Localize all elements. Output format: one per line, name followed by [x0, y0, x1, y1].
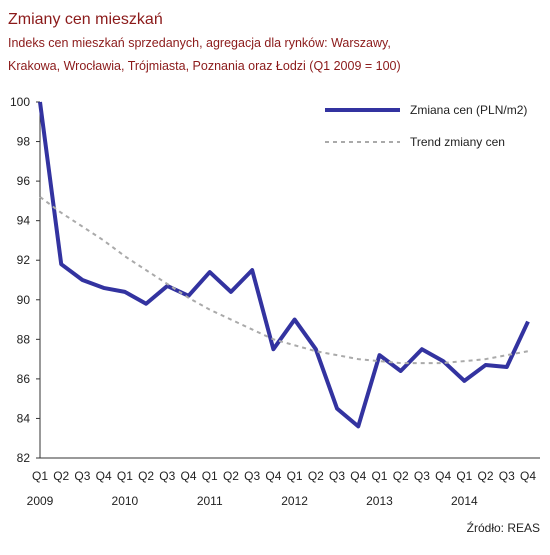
year-label: 2009 [27, 494, 54, 508]
x-tick-label: Q2 [138, 469, 154, 483]
x-tick-label: Q4 [520, 469, 536, 483]
year-label: 2013 [366, 494, 393, 508]
x-tick-label: Q1 [117, 469, 133, 483]
x-tick-label: Q1 [287, 469, 303, 483]
y-tick-label: 94 [17, 214, 31, 228]
series-line [38, 101, 530, 429]
year-label: 2014 [451, 494, 478, 508]
x-tick-label: Q3 [329, 469, 345, 483]
y-tick-label: 88 [17, 332, 31, 346]
x-tick-label: Q2 [53, 469, 69, 483]
chart-title: Zmiany cen mieszkań [8, 11, 163, 28]
x-tick-label: Q4 [265, 469, 281, 483]
x-tick-label: Q4 [96, 469, 112, 483]
legend-label: Zmiana cen (PLN/m2) [410, 103, 527, 117]
y-tick-label: 96 [17, 174, 31, 188]
x-tick-label: Q1 [371, 469, 387, 483]
x-tick-label: Q2 [393, 469, 409, 483]
series-line [39, 196, 529, 365]
subtitle: Krakowa, Wrocławia, Trójmiasta, Poznania… [8, 59, 401, 73]
y-tick-label: 82 [17, 451, 31, 465]
subtitle: Indeks cen mieszkań sprzedanych, agregac… [8, 36, 391, 50]
y-tick-label: 90 [17, 293, 31, 307]
x-tick-label: Q1 [32, 469, 48, 483]
y-tick-label: 84 [17, 411, 31, 425]
y-tick-label: 98 [17, 135, 31, 149]
x-tick-label: Q4 [350, 469, 366, 483]
y-tick-label: 86 [17, 372, 31, 386]
x-tick-label: Q3 [244, 469, 260, 483]
year-label: 2011 [197, 494, 223, 508]
x-tick-label: Q2 [308, 469, 324, 483]
x-tick-label: Q1 [202, 469, 218, 483]
x-tick-label: Q2 [223, 469, 239, 483]
year-label: 2010 [112, 494, 139, 508]
x-tick-label: Q3 [499, 469, 515, 483]
y-tick-label: 92 [17, 253, 31, 267]
x-tick-label: Q3 [74, 469, 90, 483]
x-tick-label: Q4 [181, 469, 197, 483]
x-tick-label: Q3 [414, 469, 430, 483]
legend-label: Trend zmiany cen [410, 135, 505, 149]
year-label: 2012 [281, 494, 308, 508]
y-tick-label: 100 [10, 95, 30, 109]
source: Źródło: REAS [467, 520, 540, 535]
x-tick-label: Q2 [478, 469, 494, 483]
x-tick-label: Q3 [159, 469, 175, 483]
x-tick-label: Q1 [456, 469, 472, 483]
x-tick-label: Q4 [435, 469, 451, 483]
